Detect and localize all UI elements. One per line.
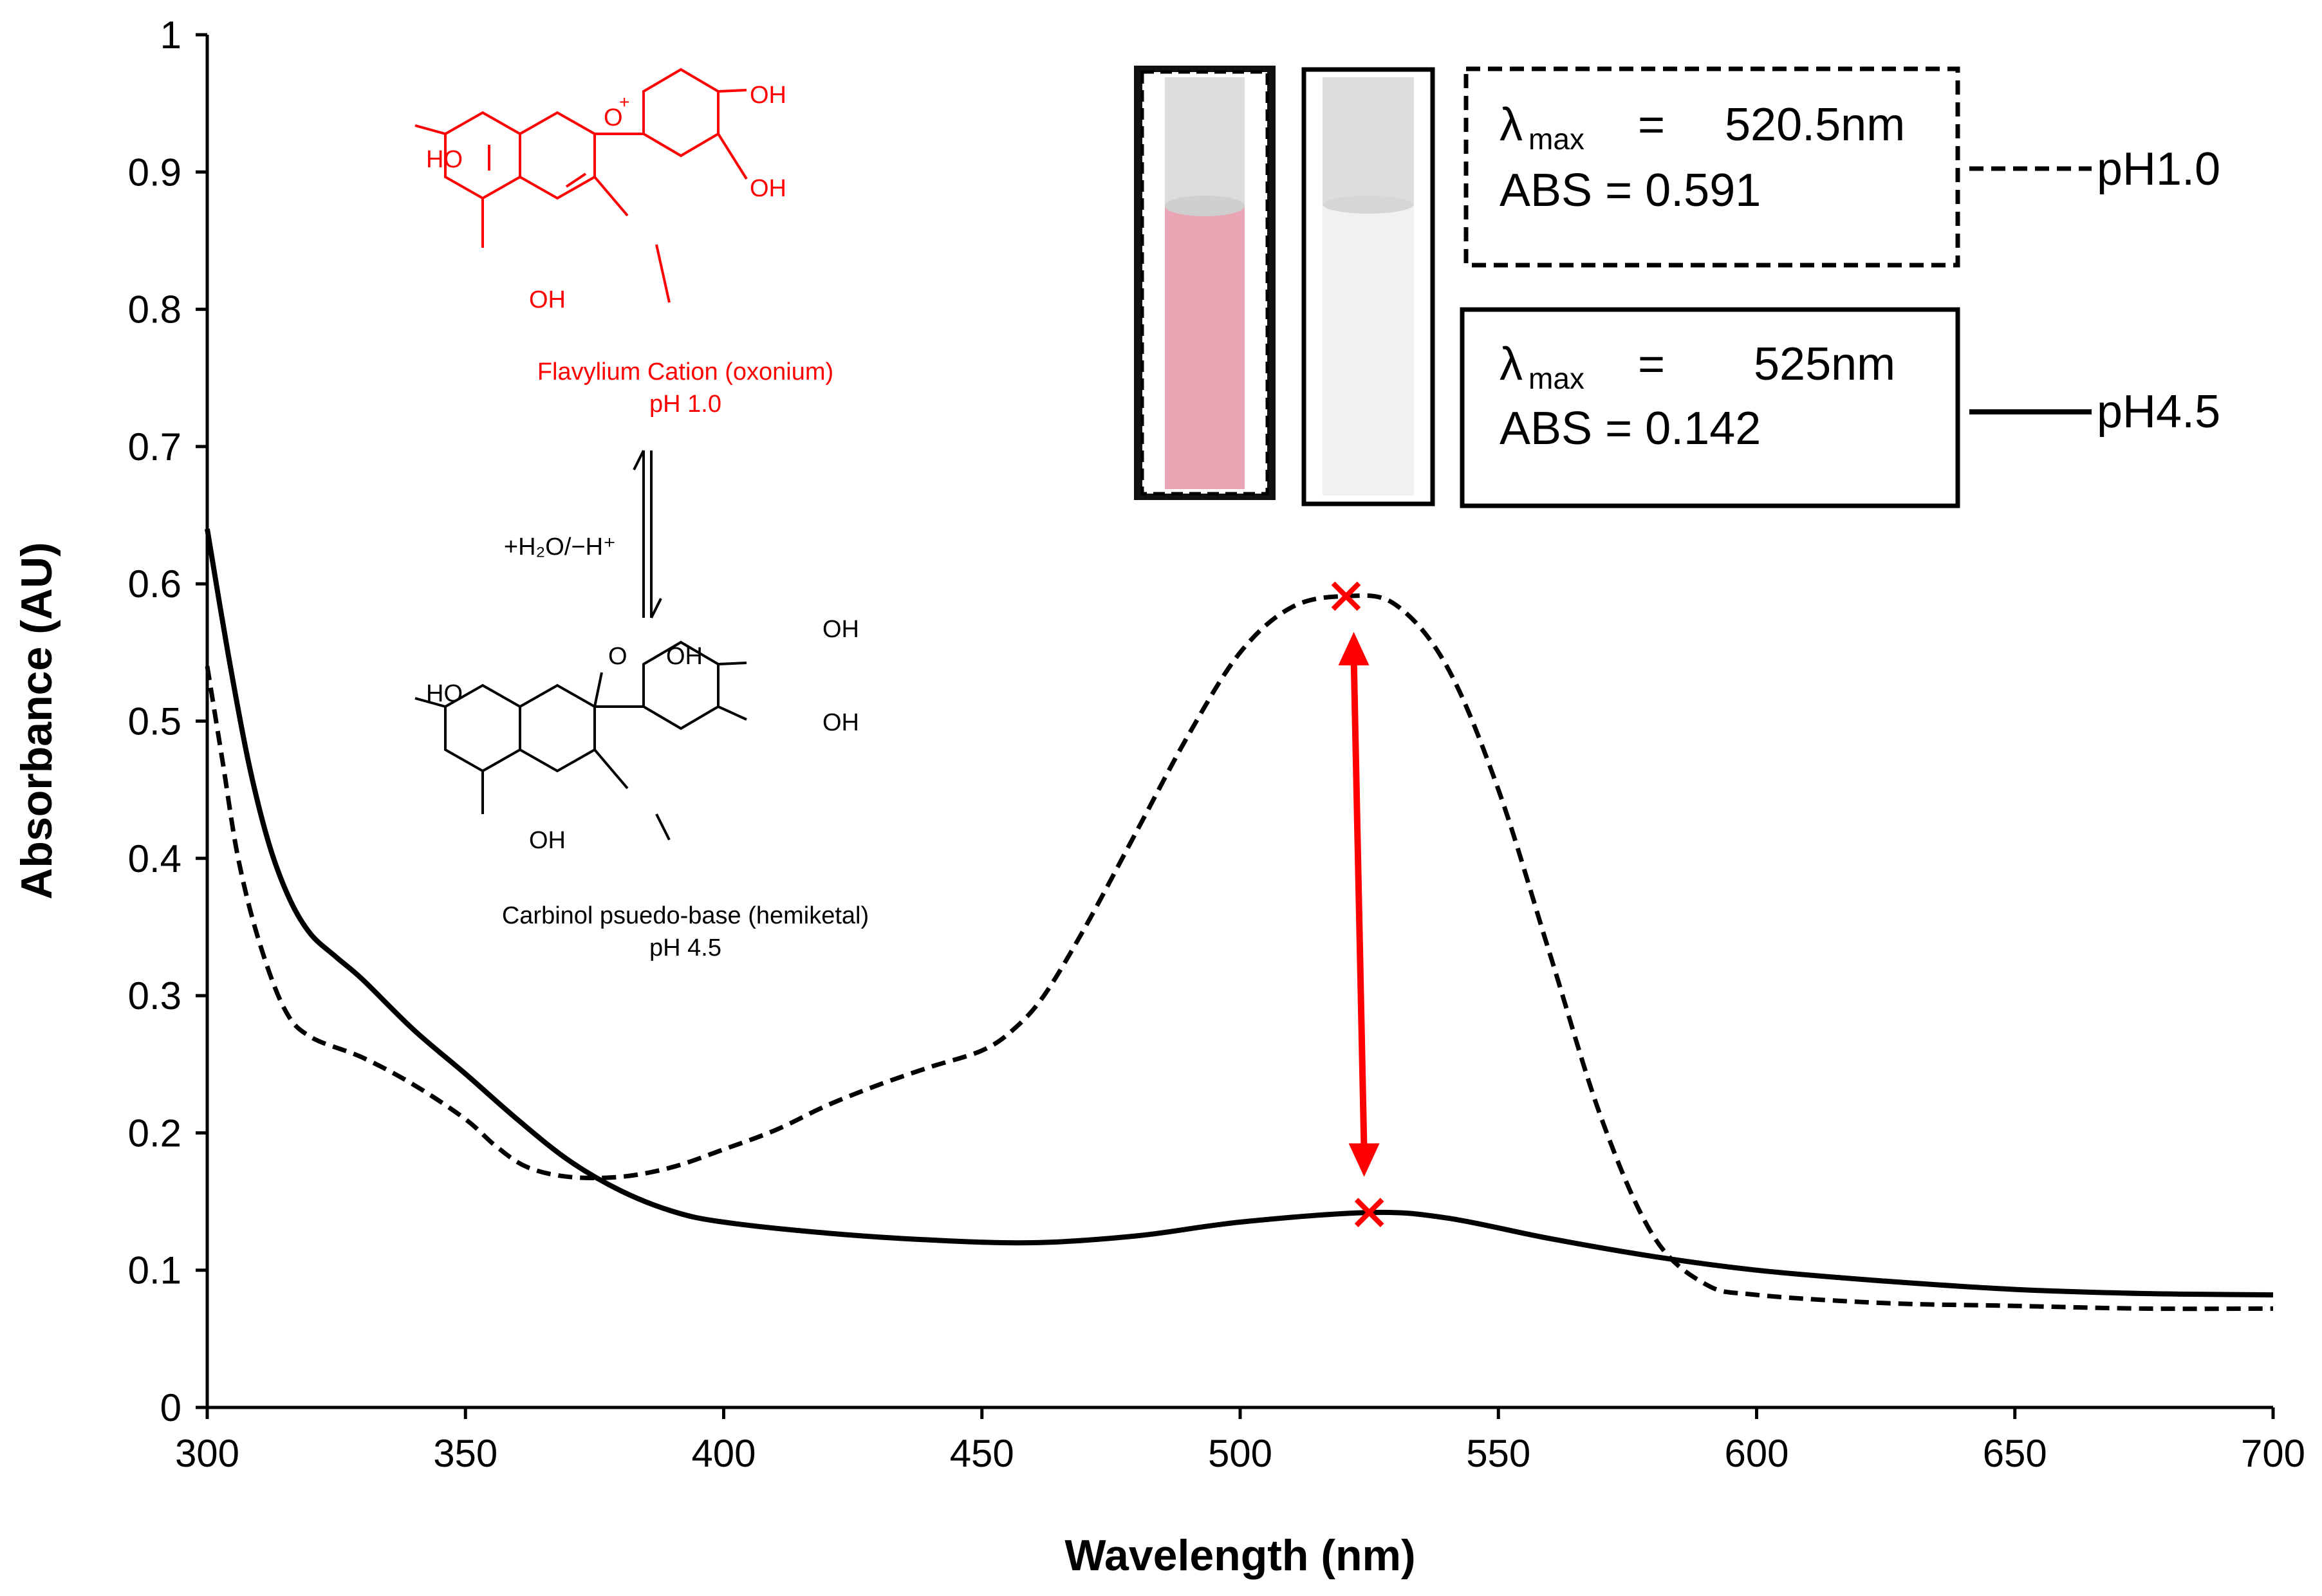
ring-b: [642, 68, 720, 158]
ring-c-bottom: [519, 683, 596, 773]
y-tick-label: 1: [160, 14, 181, 57]
atom-oh-top-bottom: OH: [822, 616, 859, 643]
equilibrium-up-head: [633, 450, 645, 470]
carbinol-label: Carbinol psuedo-base (hemiketal): [502, 902, 869, 929]
atom-oh-bottom: OH: [529, 286, 566, 313]
x-tick-label: 550: [1466, 1432, 1530, 1475]
equilibrium-label: +H₂O/−H⁺: [504, 534, 616, 561]
carbinol-labels: HO O OH OH OH OH Carbinol psuedo-base (h…: [426, 616, 869, 961]
y-tick-label: 0: [160, 1386, 181, 1429]
info-equals-1: =: [1638, 99, 1665, 151]
x-tick-label: 650: [1983, 1432, 2047, 1475]
peak-marker-x: [1331, 581, 1361, 611]
flavylium-ph: pH 1.0: [649, 391, 721, 418]
info-box-ph1-border: [1463, 66, 1960, 268]
axis-ticks: [196, 33, 2275, 1419]
equilibrium-arrows: [633, 450, 662, 618]
arrow-head-top: [1338, 631, 1370, 665]
x-tick-label: 600: [1724, 1432, 1788, 1475]
methyl-bond: [655, 244, 671, 303]
oh-bond-b2: [717, 133, 748, 180]
atom-o-ring: O: [608, 643, 627, 670]
carbinol-structure: [414, 640, 747, 840]
ring-c: [519, 111, 596, 200]
y-tick-label: 0.5: [128, 700, 181, 743]
carbinol-ph: pH 4.5: [649, 934, 721, 961]
atom-ho-left-bottom: HO: [426, 680, 463, 707]
equilibrium-down-head: [650, 598, 662, 618]
info-lambda-value-1: 520.5nm: [1725, 99, 1905, 151]
y-tick-label: 0.6: [128, 562, 181, 606]
info-lambda-value-2: 525nm: [1754, 339, 1895, 390]
info-abs-1: ABS = 0.591: [1500, 165, 1761, 216]
x-tick-label: 500: [1208, 1432, 1272, 1475]
legend-label-ph1: pH1.0: [2097, 144, 2220, 195]
legend-label-ph45: pH4.5: [2097, 386, 2220, 438]
oh-bond-b1-bottom: [718, 662, 747, 665]
methoxy-bond: [593, 176, 629, 217]
ho-bond-bottom: [414, 697, 446, 708]
flavylium-labels: HO OH OH OH O + Flavylium Cation (oxoniu…: [426, 82, 833, 418]
series-line-ph1: [205, 593, 2274, 1312]
cuvette-ph45: [1301, 67, 1435, 506]
oh-bond-b2-bottom: [718, 705, 747, 721]
y-tick-label: 0.7: [128, 425, 181, 469]
atom-oh-top: OH: [750, 82, 786, 109]
axis-tick-labels: 300 350 400 450 500 550 600 650 700 0 0.1 0.2 0.3 0.4…: [128, 14, 2305, 1475]
arrow-shaft: [1350, 657, 1368, 1151]
y-tick-label: 0.9: [128, 151, 181, 194]
info-box-ph1: λ max = 520.5nm ABS = 0.591: [1463, 66, 1960, 268]
cuvette-ph45-meniscus: [1323, 196, 1413, 214]
x-tick-label: 700: [2241, 1432, 2305, 1475]
cuvette-ph45-liquid: [1323, 206, 1414, 496]
flavylium-structure: [414, 68, 748, 303]
info-lambda-sub-2: max: [1528, 362, 1584, 395]
cuvette-ph1: [1134, 66, 1276, 500]
methoxy-bond-bottom: [593, 748, 629, 790]
methyl-bond-bottom: [655, 813, 671, 840]
atom-charge: +: [619, 92, 629, 112]
atom-oh-hemiketal: OH: [666, 643, 703, 670]
atom-oxonium: O: [604, 104, 623, 131]
hemiketal-oh-bond: [593, 672, 603, 707]
double-bond-c: [565, 172, 587, 188]
info-abs-2: ABS = 0.142: [1500, 403, 1761, 454]
info-equals-2: =: [1638, 339, 1665, 390]
oh-bond-b1: [718, 89, 747, 93]
info-lambda-2: λ: [1500, 339, 1523, 390]
atom-oh-bottom-bottom: OH: [529, 827, 566, 854]
x-axis-title: Wavelength (nm): [1064, 1531, 1415, 1580]
x-tick-label: 450: [950, 1432, 1014, 1475]
y-tick-label: 0.2: [128, 1111, 181, 1155]
cuvette-ph1-liquid: [1165, 206, 1245, 489]
info-lambda-1: λ: [1500, 99, 1523, 151]
series-line-ph45: [205, 528, 2274, 1298]
atom-oh-right-bottom: OH: [822, 709, 859, 736]
info-lambda-sub-1: max: [1528, 122, 1584, 156]
difference-arrow: [1338, 631, 1380, 1177]
atom-ho-left: HO: [426, 146, 463, 173]
arrow-head-bottom: [1348, 1143, 1380, 1177]
peak-markers: [1331, 581, 1384, 1227]
y-tick-label: 0.8: [128, 288, 181, 331]
info-box-ph45: λ max = 525nm ABS = 0.142: [1460, 307, 1960, 508]
flavylium-label: Flavylium Cation (oxonium): [537, 358, 833, 385]
y-tick-label: 0.1: [128, 1249, 181, 1292]
cuvette-ph1-meniscus: [1165, 196, 1245, 216]
x-tick-label: 300: [175, 1432, 239, 1475]
y-tick-label: 0.4: [128, 837, 181, 880]
atom-oh-right: OH: [750, 175, 786, 202]
y-tick-label: 0.3: [128, 974, 181, 1017]
info-box-ph45-border: [1460, 307, 1960, 508]
ho-bond: [414, 124, 446, 135]
peak-marker-x: [1354, 1198, 1384, 1227]
y-axis-title: Absorbance (AU): [12, 542, 61, 899]
x-tick-label: 350: [433, 1432, 497, 1475]
x-tick-label: 400: [691, 1432, 756, 1475]
